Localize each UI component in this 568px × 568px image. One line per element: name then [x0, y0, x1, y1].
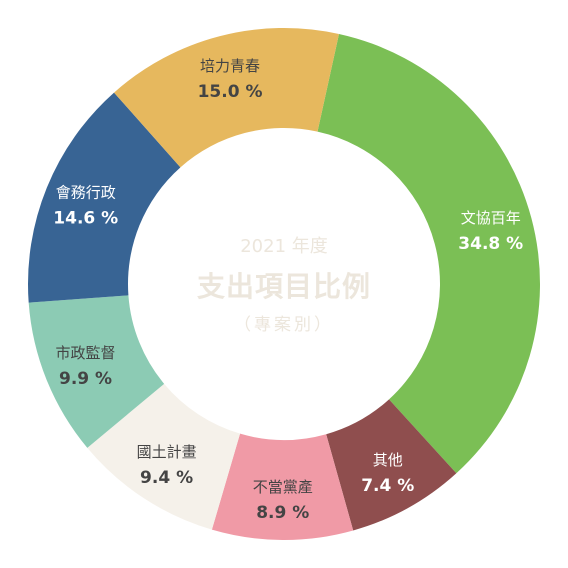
center-title: 支出項目比例 — [197, 270, 371, 303]
slice-6 — [114, 28, 339, 168]
slice-5 — [28, 92, 181, 303]
slice-value-5: 14.6 % — [53, 208, 118, 228]
slice-label-4: 市政監督 — [56, 344, 116, 362]
slice-label-3: 國土計畫 — [137, 443, 197, 461]
slices-group — [28, 28, 540, 540]
slice-2 — [211, 433, 354, 540]
slice-value-3: 9.4 % — [140, 468, 193, 488]
slice-label-1: 其他 — [373, 451, 403, 469]
slice-label-0: 文協百年 — [461, 209, 521, 227]
slice-value-4: 9.9 % — [59, 369, 112, 389]
slice-value-2: 8.9 % — [256, 503, 309, 523]
center-subtitle: （專案別） — [234, 315, 334, 335]
slice-value-1: 7.4 % — [361, 476, 414, 496]
slice-3 — [87, 383, 241, 530]
slice-label-2: 不當黨產 — [253, 478, 313, 496]
slice-value-0: 34.8 % — [458, 234, 523, 254]
slice-1 — [326, 399, 457, 531]
slice-value-6: 15.0 % — [198, 82, 263, 102]
slice-0 — [317, 33, 540, 474]
center-year: 2021 年度 — [240, 236, 328, 257]
slice-label-5: 會務行政 — [56, 183, 116, 201]
center-text: 2021 年度 支出項目比例 （專案別） — [197, 236, 371, 335]
slice-4 — [28, 295, 165, 448]
slice-label-6: 培力青春 — [200, 57, 260, 75]
labels-group: 文協百年 34.8 % 其他 7.4 % 不當黨產 8.9 % 國土計畫 9.4 % 市政監督 9… — [53, 57, 523, 523]
